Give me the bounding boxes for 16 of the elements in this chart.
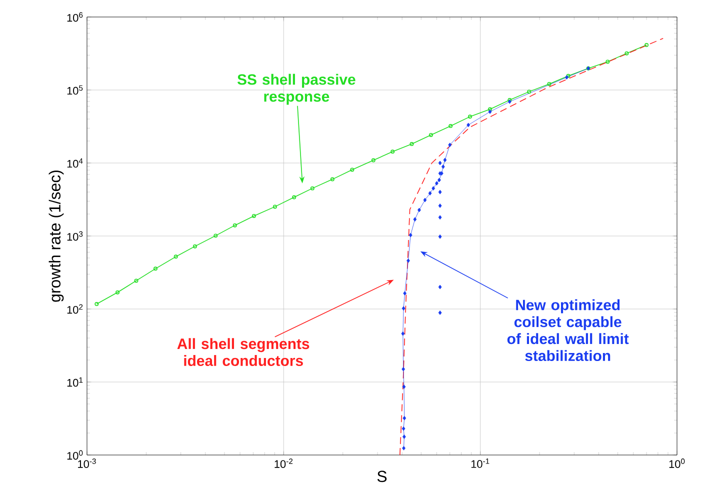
annotation: New optimized coilset capable of ideal wall limit stabilization: [507, 299, 629, 362]
x-tick-label: 10$^{-3}$: [78, 458, 96, 468]
annotation: SS shell passive response: [237, 74, 356, 105]
y-tick-label: 10$^{5}$: [67, 85, 83, 95]
y-axis-title: growth rate (1/sec): [48, 170, 64, 302]
y-tick-label: 10$^{2}$: [67, 304, 83, 314]
y-tick-label: 10$^{4}$: [67, 158, 83, 168]
y-tick-label: 10$^{0}$: [67, 450, 83, 460]
x-axis-title: S: [377, 470, 387, 482]
annotation: All shell segments ideal conductors: [177, 338, 310, 366]
y-tick-label: 10$^{6}$: [67, 12, 83, 22]
x-tick-label: 10$^{-2}$: [274, 458, 293, 468]
y-tick-label: 10$^{3}$: [67, 231, 83, 241]
y-tick-label: 10$^{1}$: [67, 377, 83, 387]
x-tick-label: 10$^{-1}$: [471, 458, 490, 468]
x-tick-label: 10$^{0}$: [669, 458, 685, 468]
